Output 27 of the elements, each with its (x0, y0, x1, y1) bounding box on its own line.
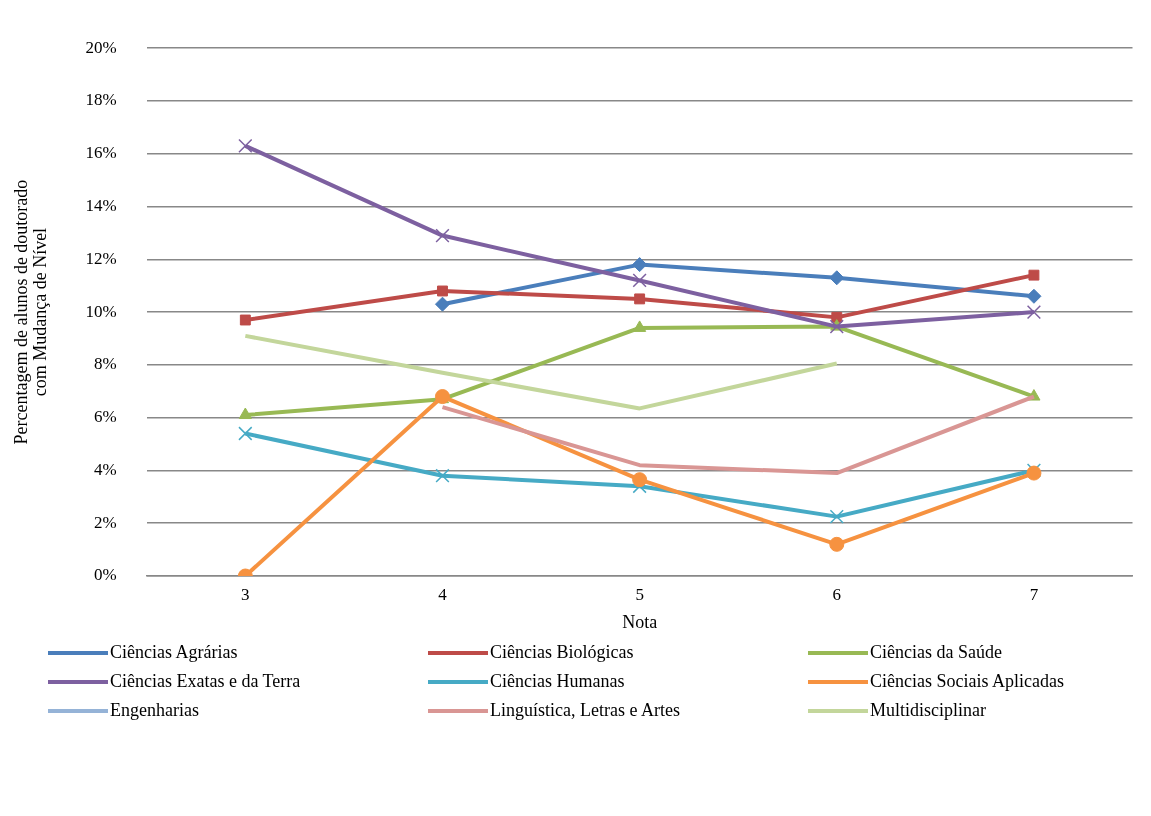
legend-label: Engenharias (110, 700, 199, 721)
y-tick-label: 4% (94, 459, 117, 479)
legend-label: Multidisciplinar (870, 700, 986, 721)
y-tick-label: 2% (94, 512, 117, 532)
x-axis-title: Nota (622, 611, 658, 632)
legend-label: Ciências Exatas e da Terra (110, 671, 301, 692)
legend-label: Ciências Sociais Aplicadas (870, 671, 1064, 692)
y-tick-label: 16% (85, 143, 117, 163)
legend-label: Ciências Biológicas (490, 642, 634, 663)
x-tick-label: 3 (241, 584, 250, 604)
x-tick-label: 4 (438, 584, 448, 604)
x-tick-label: 6 (832, 584, 842, 604)
y-tick-label: 0% (94, 565, 117, 585)
y-tick-label: 6% (94, 407, 117, 427)
x-tick-label: 7 (1029, 584, 1039, 604)
legend-label: Linguística, Letras e Artes (490, 700, 680, 721)
y-tick-label: 12% (85, 248, 117, 268)
legend-label: Ciências da Saúde (870, 642, 1002, 663)
legend-label: Ciências Humanas (490, 671, 625, 692)
x-tick-label: 5 (635, 584, 644, 604)
y-axis-title: Percentagem de alunos de doutorado com Mudança de Nível (10, 179, 51, 445)
legend-label: Ciências Agrárias (110, 642, 238, 663)
y-tick-label: 10% (85, 301, 117, 321)
y-tick-label: 20% (85, 37, 117, 57)
y-tick-label: 18% (85, 90, 117, 110)
y-tick-label: 14% (85, 196, 117, 216)
y-tick-label: 8% (94, 354, 117, 374)
